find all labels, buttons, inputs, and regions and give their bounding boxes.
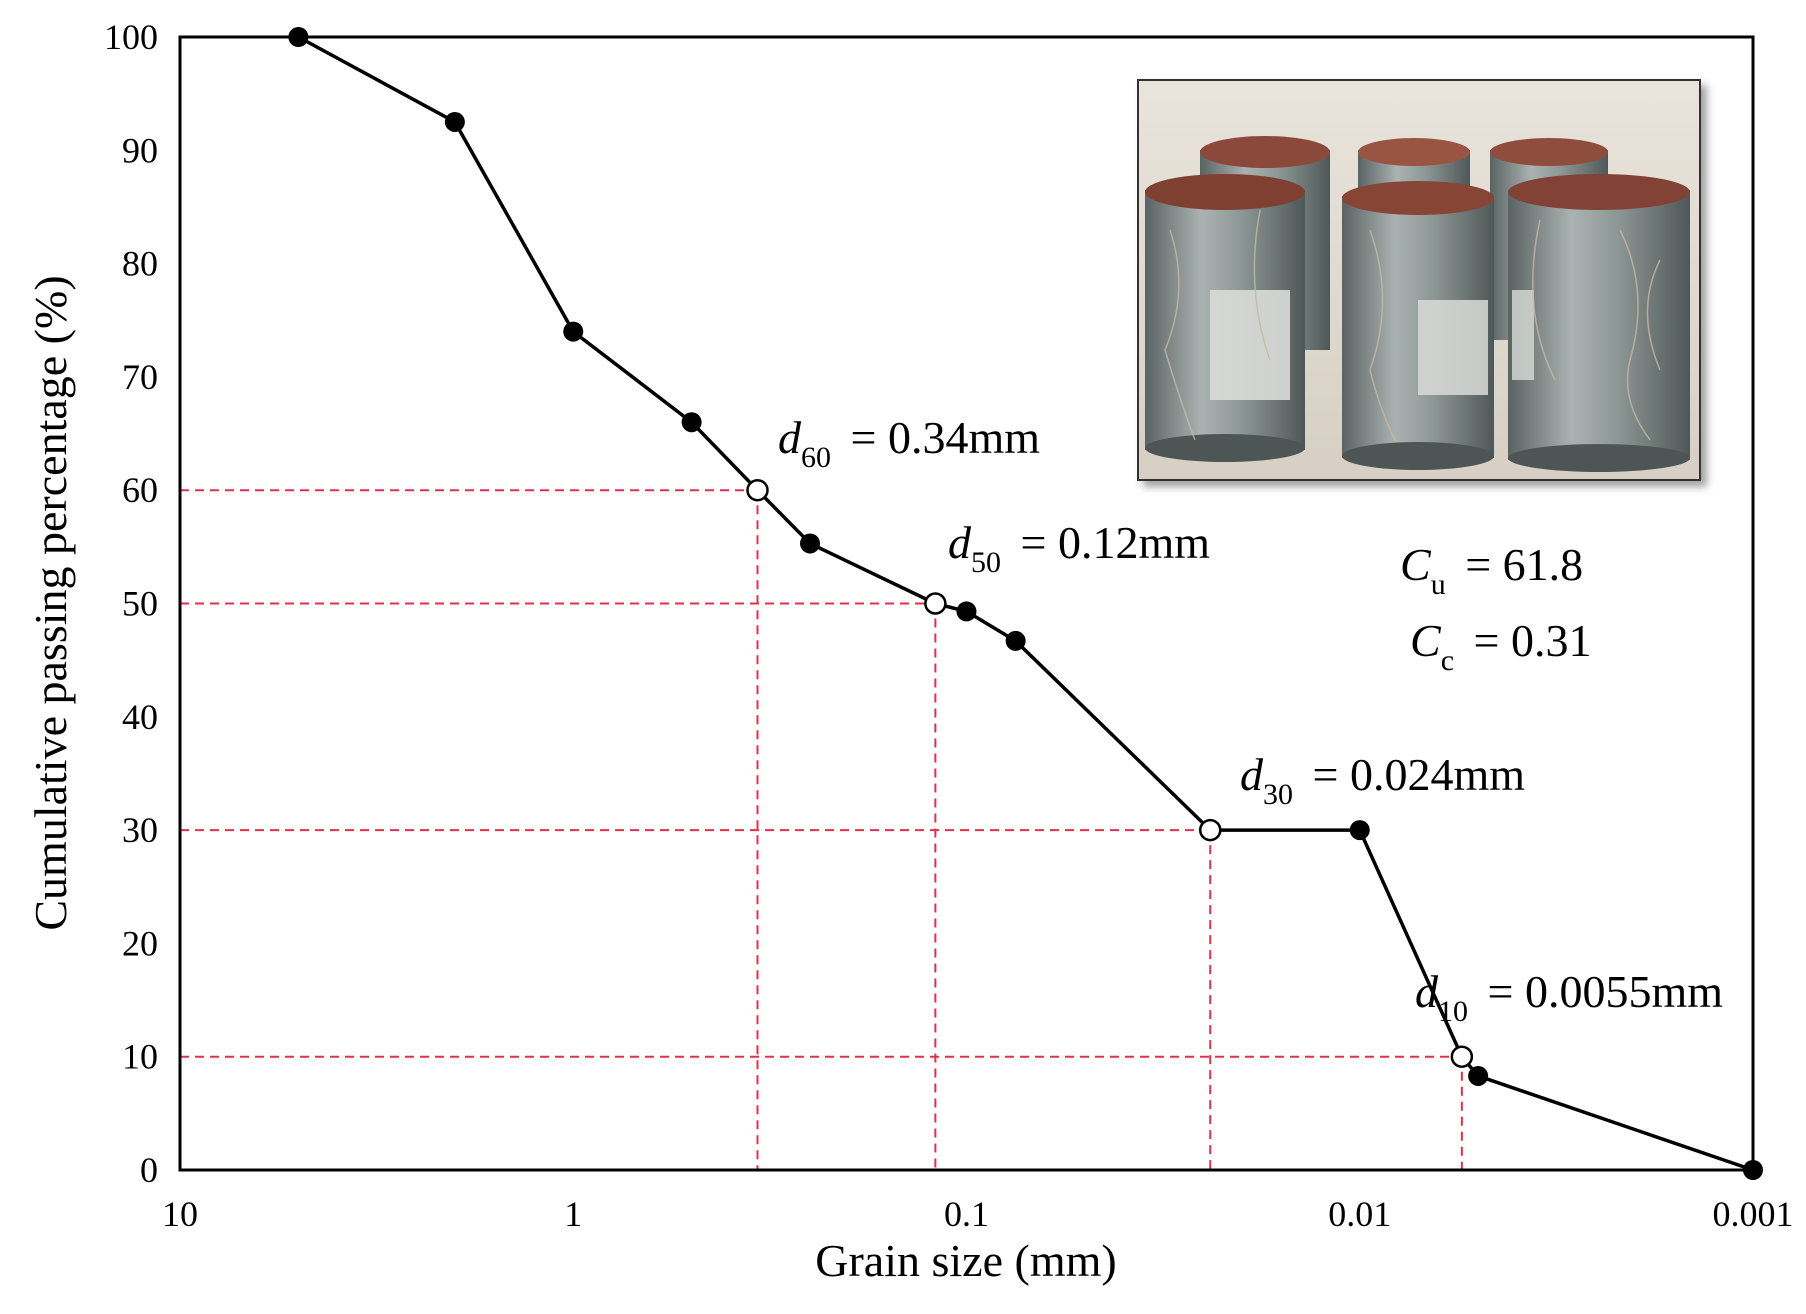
x-tick-label: 1 — [564, 1194, 582, 1234]
data-point — [444, 111, 465, 132]
series-polyline — [297, 35, 1754, 1172]
y-axis-title: Cumulative passing percentage (%) — [25, 275, 76, 930]
y-tick-label: 10 — [122, 1037, 158, 1077]
x-tick-label: 0.001 — [1713, 1194, 1794, 1234]
y-tick-label: 20 — [122, 923, 158, 963]
characteristic-point — [924, 592, 947, 615]
coefficient-c: Cc = 0.31 — [1410, 615, 1591, 677]
data-point — [956, 601, 977, 622]
data-point — [1743, 1160, 1763, 1180]
series-line — [288, 27, 1763, 1180]
annotations: d60 = 0.34mm d50 = 0.12mm d30 = 0.024mm d10… — [778, 412, 1723, 1028]
x-tick-label: 0.01 — [1328, 1194, 1391, 1234]
data-point — [681, 412, 702, 433]
y-tick-label: 60 — [122, 470, 158, 510]
characteristic-point — [746, 478, 769, 502]
y-axis-ticks: 0 10 20 30 40 50 60 70 80 90 100 — [104, 17, 158, 1190]
plot-frame — [178, 35, 1755, 1172]
x-tick-label: 10 — [162, 1194, 198, 1234]
characteristic-points — [746, 478, 1474, 1068]
data-point — [563, 321, 584, 342]
annotation-d50: d50 = 0.12mm — [948, 517, 1210, 579]
characteristic-point — [1198, 818, 1222, 842]
annotation-d10: d10 = 0.0055mm — [1415, 966, 1723, 1028]
annotation-d30: d30 = 0.024mm — [1240, 749, 1525, 811]
guide-lines — [180, 489, 1463, 1170]
y-tick-label: 50 — [122, 584, 158, 624]
data-point — [1005, 630, 1026, 651]
data-point — [800, 533, 821, 554]
y-tick-label: 0 — [140, 1150, 158, 1190]
characteristic-point — [1450, 1045, 1474, 1068]
data-point — [1349, 820, 1370, 841]
coefficient-u: Cu = 61.8 — [1400, 539, 1583, 601]
y-tick-label: 30 — [122, 810, 158, 850]
data-point — [1468, 1065, 1489, 1086]
y-tick-label: 90 — [122, 130, 158, 170]
annotation-d60: d60 = 0.34mm — [778, 412, 1040, 474]
y-tick-label: 40 — [122, 697, 158, 737]
x-axis-ticks: 10 1 0.1 0.01 0.001 — [162, 1194, 1794, 1234]
x-axis-title: Grain size (mm) — [815, 1235, 1116, 1286]
y-tick-label: 80 — [122, 244, 158, 284]
y-tick-label: 70 — [122, 357, 158, 397]
x-tick-label: 0.1 — [944, 1194, 989, 1234]
data-point — [288, 27, 309, 47]
inset-photo — [1137, 79, 1701, 481]
y-tick-label: 100 — [104, 17, 158, 57]
